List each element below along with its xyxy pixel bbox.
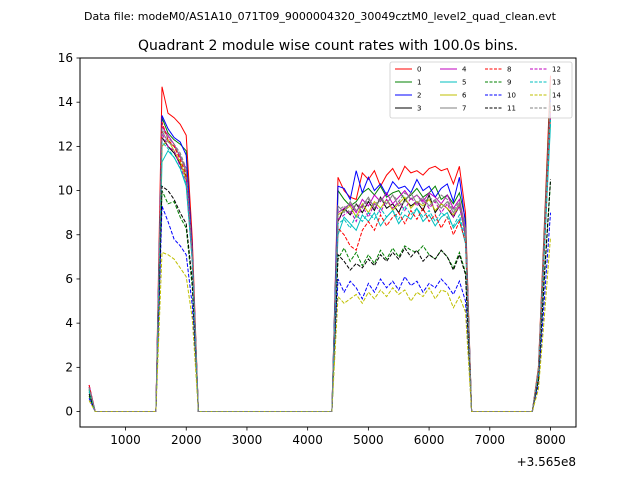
y-tick-label: 8 bbox=[65, 228, 73, 242]
legend-frame bbox=[389, 61, 573, 119]
legend-label-7: 7 bbox=[462, 105, 466, 113]
y-tick-label: 12 bbox=[58, 139, 73, 153]
axis-ticks: 1000 2000 3000 4000 5000 6000 7000 800002468101… bbox=[58, 51, 566, 447]
y-tick-label: 16 bbox=[58, 51, 73, 65]
legend-label-10: 10 bbox=[507, 92, 516, 100]
chart-title: Quadrant 2 module wise count rates with … bbox=[138, 38, 518, 54]
x-tick-label: 3000 bbox=[232, 433, 263, 447]
x-tick-label: 1000 bbox=[110, 433, 141, 447]
y-tick-label: 2 bbox=[65, 360, 73, 374]
x-tick-label: 7000 bbox=[475, 433, 506, 447]
x-tick-label: 2000 bbox=[171, 433, 202, 447]
legend-label-6: 6 bbox=[462, 92, 467, 100]
x-tick-label: 4000 bbox=[292, 433, 323, 447]
series-lines bbox=[88, 75, 551, 412]
y-tick-label: 14 bbox=[58, 95, 73, 109]
legend-label-15: 15 bbox=[552, 105, 561, 113]
legend-label-9: 9 bbox=[507, 79, 511, 87]
legend-label-4: 4 bbox=[462, 66, 467, 74]
x-tick-label: 6000 bbox=[414, 433, 445, 447]
chart-suptitle: Data file: modeM0/AS1A10_071T09_90000043… bbox=[84, 10, 557, 23]
y-tick-label: 0 bbox=[65, 405, 73, 419]
legend-label-2: 2 bbox=[417, 92, 421, 100]
legend-label-13: 13 bbox=[552, 79, 561, 87]
legend-label-5: 5 bbox=[462, 79, 466, 87]
legend-label-11: 11 bbox=[507, 105, 516, 113]
legend-label-3: 3 bbox=[417, 105, 421, 113]
legend-label-0: 0 bbox=[417, 66, 421, 74]
legend-label-12: 12 bbox=[552, 66, 561, 74]
y-tick-label: 6 bbox=[65, 272, 73, 286]
legend-label-8: 8 bbox=[507, 66, 511, 74]
y-tick-label: 10 bbox=[58, 184, 73, 198]
series-line-14 bbox=[88, 236, 551, 412]
y-tick-label: 4 bbox=[65, 316, 73, 330]
x-axis-offset-label: +3.565e8 bbox=[517, 455, 576, 469]
series-line-8 bbox=[88, 106, 551, 412]
x-tick-label: 8000 bbox=[535, 433, 566, 447]
series-line-15 bbox=[88, 95, 551, 412]
legend-label-1: 1 bbox=[417, 79, 421, 87]
x-tick-label: 5000 bbox=[353, 433, 384, 447]
legend-label-14: 14 bbox=[552, 92, 561, 100]
